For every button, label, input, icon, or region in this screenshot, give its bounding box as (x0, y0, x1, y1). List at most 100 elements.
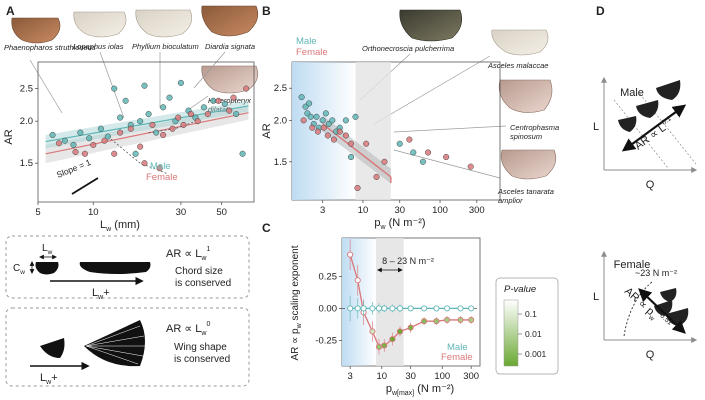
point-female (443, 153, 450, 161)
colorbar-gradient (503, 299, 519, 367)
x-tick-label: 30 (405, 371, 416, 382)
plot-c-layer: 3 10 30 100 300 -0.25 0.00 0.25 (315, 238, 480, 382)
legend-female-a: Female (146, 172, 178, 183)
x-tick-label: 100 (432, 205, 448, 216)
y-tick-label: 2.0 (274, 115, 287, 126)
axis-label-ar-b: AR (261, 123, 273, 138)
point-male (410, 149, 417, 156)
point-male (306, 100, 313, 107)
trend-arrow (638, 288, 686, 334)
point-female (407, 324, 414, 331)
point-female (169, 125, 176, 132)
panel-d-male-title: Male (620, 87, 644, 99)
confidence-band-male (45, 100, 249, 149)
panel-d-female: Female L Q ~23 N m⁻² AR ∝ pw-0.51 (593, 250, 698, 361)
point-female (363, 140, 370, 147)
point-male (166, 94, 173, 101)
x-tick-label: 30 (176, 207, 187, 218)
plot-a-layer: 5 10 30 50 1.5 2.0 2.5 (20, 79, 250, 218)
wing-photo-lopaphus (73, 11, 127, 38)
point-male (325, 120, 332, 128)
x-tick-label: 50 (216, 207, 227, 218)
y-tick-label: 2.5 (20, 84, 33, 95)
point-female (101, 137, 108, 144)
panel-b: Orthonecroscia pulcherrima Asceles malac… (261, 9, 559, 231)
iso-line (613, 99, 669, 169)
axis-label-lw: Lw (mm) (100, 219, 140, 233)
point-male (145, 111, 152, 118)
x-tick-label: 10 (376, 371, 387, 382)
legend-female-b: Female (296, 47, 328, 58)
wing-icon-medium (636, 100, 659, 118)
fit-line-female (45, 112, 249, 155)
x-tick-label: 10 (358, 205, 369, 216)
point-female (369, 328, 376, 335)
small-wing-icon (35, 262, 59, 275)
point-female (467, 163, 474, 170)
point-female (180, 121, 187, 128)
wing-photo-phaenopharos (11, 17, 61, 44)
panel-label-a: A (6, 4, 15, 18)
point-female (72, 148, 79, 156)
x-tick-label: 3 (348, 371, 353, 382)
point-male (381, 305, 388, 312)
point-male (396, 140, 403, 147)
wing-icon-large (656, 80, 681, 100)
chord-label: Cw (13, 263, 25, 276)
point-male (396, 305, 404, 312)
large-fan-wing-icon (84, 320, 145, 367)
small-fan-wing-icon (40, 338, 65, 358)
panel-label-c: C (262, 221, 271, 235)
point-male (160, 104, 167, 111)
y-tick-label: -0.25 (315, 335, 337, 346)
point-female (55, 140, 62, 147)
point-male (342, 117, 349, 124)
point-male (389, 305, 396, 312)
point-male (433, 305, 440, 312)
point-male (49, 131, 56, 139)
point-male (313, 113, 320, 120)
point-female (433, 318, 440, 325)
point-male (111, 85, 118, 92)
point-male (354, 305, 361, 312)
point-female (457, 316, 464, 323)
axis-label-ar-a: AR (3, 129, 15, 144)
range-label: 8 – 23 N m⁻² (382, 256, 434, 266)
point-male (352, 113, 359, 120)
wing-photo-asceles-tanarata (500, 149, 557, 180)
species-label-asceles-tanarata: Asceles tanarata amplior (497, 187, 556, 205)
point-male (122, 97, 129, 104)
leader-line (393, 125, 507, 133)
panel-d-male: Male L Q AR ∝ L0.1 (593, 76, 698, 191)
point-male (233, 111, 240, 118)
point-female (406, 136, 413, 143)
leader-line (187, 95, 209, 111)
trend-arrow (621, 104, 687, 152)
y-tick-label: 1.5 (20, 158, 33, 169)
point-female (330, 136, 337, 143)
point-male (421, 305, 428, 312)
legend-male-c: Male (447, 342, 468, 353)
colorbar-title: P-value (504, 284, 536, 295)
species-label-lopaphus: Lopaphus iolas (73, 42, 124, 51)
point-male (347, 153, 355, 161)
point-male (298, 94, 305, 101)
point-male (319, 117, 326, 124)
wing-icon-small (618, 116, 637, 132)
point-female (444, 316, 451, 323)
point-female (354, 184, 361, 192)
point-male (307, 113, 314, 120)
point-male (117, 114, 124, 121)
point-male (104, 133, 111, 140)
leader-line (373, 55, 491, 125)
panel-c: 3 10 30 100 300 -0.25 0.00 0.25 AR ∝ pw scaling… (290, 237, 559, 397)
leader-line (29, 59, 63, 114)
slope-label: Slope = 1 (55, 157, 93, 180)
threshold-curve (623, 281, 653, 337)
point-female (347, 140, 355, 147)
caption-shape-2: is conserved (174, 354, 230, 365)
point-male (322, 110, 329, 117)
caption-shape-1: Wing shape (174, 342, 227, 353)
species-label-phaenopharos: Phaenopharos struthioneus (4, 43, 96, 52)
point-female (324, 132, 331, 139)
